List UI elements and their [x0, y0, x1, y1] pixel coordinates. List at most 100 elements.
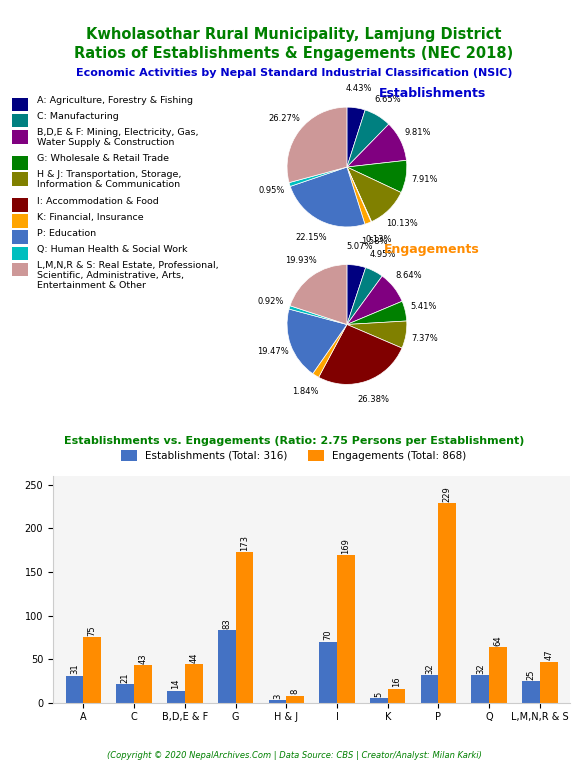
Wedge shape — [347, 167, 372, 222]
Text: 7.91%: 7.91% — [412, 175, 438, 184]
Bar — [387, 689, 406, 703]
Text: 8: 8 — [290, 689, 300, 694]
Bar — [236, 552, 253, 703]
Text: 229: 229 — [443, 486, 452, 502]
Text: Establishments vs. Engagements (Ratio: 2.75 Persons per Establishment): Establishments vs. Engagements (Ratio: 2… — [64, 436, 524, 446]
Wedge shape — [347, 167, 371, 224]
Bar — [337, 555, 355, 703]
Text: 44: 44 — [189, 653, 198, 663]
Text: 19.93%: 19.93% — [285, 256, 316, 265]
Text: Ratios of Establishments & Engagements (NEC 2018): Ratios of Establishments & Engagements (… — [74, 46, 514, 61]
Text: 47: 47 — [544, 650, 553, 660]
Text: 10.13%: 10.13% — [386, 219, 418, 228]
Wedge shape — [290, 264, 347, 324]
Bar — [522, 681, 540, 703]
Wedge shape — [347, 267, 382, 324]
Text: 0.13%: 0.13% — [366, 235, 392, 243]
Bar — [134, 665, 152, 703]
Wedge shape — [287, 309, 347, 374]
Text: 7.37%: 7.37% — [412, 333, 438, 343]
Bar — [319, 642, 337, 703]
Text: 5.41%: 5.41% — [411, 302, 437, 311]
Wedge shape — [347, 161, 407, 193]
Text: 4.95%: 4.95% — [370, 250, 396, 259]
Text: 16: 16 — [392, 677, 401, 687]
Text: 21: 21 — [121, 673, 130, 683]
Bar — [167, 690, 185, 703]
Bar — [218, 631, 236, 703]
Text: G: Wholesale & Retail Trade: G: Wholesale & Retail Trade — [37, 154, 169, 164]
Bar — [116, 684, 134, 703]
Text: 31: 31 — [70, 664, 79, 674]
Text: K: Financial, Insurance: K: Financial, Insurance — [37, 213, 143, 222]
Text: 1.58%: 1.58% — [362, 237, 388, 246]
Bar — [540, 662, 557, 703]
Text: 0.95%: 0.95% — [258, 186, 285, 194]
Bar — [420, 675, 439, 703]
Text: Establishments: Establishments — [379, 87, 486, 100]
Text: P: Education: P: Education — [37, 229, 96, 238]
Text: 4.43%: 4.43% — [346, 84, 372, 94]
Text: 173: 173 — [240, 535, 249, 551]
Text: 64: 64 — [493, 635, 503, 646]
Text: 8.64%: 8.64% — [396, 271, 422, 280]
Wedge shape — [347, 276, 402, 324]
Text: C: Manufacturing: C: Manufacturing — [37, 112, 119, 121]
Text: 75: 75 — [88, 625, 97, 636]
Text: H & J: Transportation, Storage,: H & J: Transportation, Storage, — [37, 170, 182, 180]
Wedge shape — [347, 124, 406, 167]
Text: 70: 70 — [323, 630, 333, 641]
Text: 26.27%: 26.27% — [268, 114, 300, 124]
Text: 25: 25 — [526, 669, 536, 680]
Wedge shape — [289, 306, 347, 324]
Text: 3: 3 — [273, 694, 282, 699]
Bar — [472, 675, 489, 703]
Text: 43: 43 — [138, 654, 148, 664]
Text: Information & Communication: Information & Communication — [37, 180, 180, 190]
Text: 14: 14 — [172, 679, 181, 689]
Bar — [269, 700, 286, 703]
Wedge shape — [347, 264, 366, 324]
Text: 9.81%: 9.81% — [405, 127, 431, 137]
Legend: Establishments (Total: 316), Engagements (Total: 868): Establishments (Total: 316), Engagements… — [117, 446, 471, 465]
Wedge shape — [347, 301, 407, 324]
Wedge shape — [347, 321, 407, 348]
Text: L,M,N,R & S: Real Estate, Professional,: L,M,N,R & S: Real Estate, Professional, — [37, 261, 219, 270]
Bar — [286, 696, 304, 703]
Bar — [66, 676, 83, 703]
Bar — [489, 647, 507, 703]
Text: 32: 32 — [425, 663, 434, 674]
Wedge shape — [347, 107, 365, 167]
Text: Economic Activities by Nepal Standard Industrial Classification (NSIC): Economic Activities by Nepal Standard In… — [76, 68, 512, 78]
Text: A: Agriculture, Forestry & Fishing: A: Agriculture, Forestry & Fishing — [37, 96, 193, 105]
Text: Engagements: Engagements — [385, 243, 480, 257]
Wedge shape — [347, 110, 389, 167]
Wedge shape — [313, 324, 347, 377]
Text: Entertainment & Other: Entertainment & Other — [37, 281, 146, 290]
Text: Scientific, Administrative, Arts,: Scientific, Administrative, Arts, — [37, 271, 184, 280]
Text: 32: 32 — [476, 663, 485, 674]
Text: (Copyright © 2020 NepalArchives.Com | Data Source: CBS | Creator/Analyst: Milan : (Copyright © 2020 NepalArchives.Com | Da… — [106, 751, 482, 760]
Text: 5.07%: 5.07% — [346, 242, 373, 251]
Wedge shape — [287, 107, 347, 183]
Text: 169: 169 — [342, 538, 350, 554]
Bar — [83, 637, 101, 703]
Text: 5: 5 — [375, 692, 383, 697]
Text: 6.65%: 6.65% — [375, 94, 401, 104]
Text: I: Accommodation & Food: I: Accommodation & Food — [37, 197, 159, 206]
Text: 83: 83 — [222, 618, 231, 629]
Bar — [185, 664, 203, 703]
Bar — [370, 698, 387, 703]
Wedge shape — [319, 324, 402, 384]
Text: Kwholasothar Rural Municipality, Lamjung District: Kwholasothar Rural Municipality, Lamjung… — [86, 27, 502, 42]
Wedge shape — [347, 167, 401, 222]
Text: 1.84%: 1.84% — [292, 387, 319, 396]
Wedge shape — [290, 167, 365, 227]
Bar — [439, 503, 456, 703]
Text: 26.38%: 26.38% — [357, 395, 389, 404]
Text: Q: Human Health & Social Work: Q: Human Health & Social Work — [37, 245, 188, 254]
Text: B,D,E & F: Mining, Electricity, Gas,: B,D,E & F: Mining, Electricity, Gas, — [37, 128, 199, 137]
Text: 0.92%: 0.92% — [258, 297, 285, 306]
Wedge shape — [289, 167, 347, 187]
Text: 19.47%: 19.47% — [257, 347, 289, 356]
